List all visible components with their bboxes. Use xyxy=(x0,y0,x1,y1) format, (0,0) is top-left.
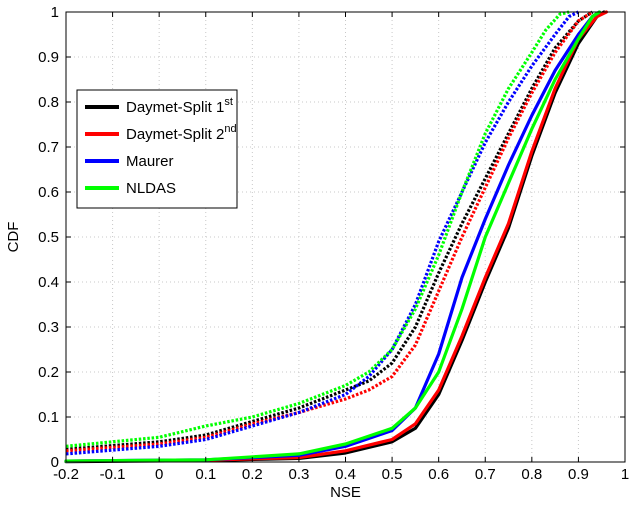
legend: Daymet-Split 1st Daymet-Split 2nd Maurer NL… xyxy=(76,89,238,209)
y-axis-label: CDF xyxy=(5,222,22,253)
x-tick-label: 0.4 xyxy=(335,466,356,483)
series-line-dotted-4 xyxy=(65,10,594,451)
dotted-series-group xyxy=(65,10,594,456)
legend-entry-superscript: st xyxy=(224,96,233,108)
y-tick-label: 1 xyxy=(51,4,59,21)
x-tick-label: 0.1 xyxy=(195,466,216,483)
x-tick-label: 0.6 xyxy=(428,466,449,483)
x-tick-label: 0.5 xyxy=(382,466,403,483)
y-tick-label: 0.8 xyxy=(38,94,59,111)
series-line-solid-3 xyxy=(64,10,602,463)
y-tick-label: 0.1 xyxy=(38,409,59,426)
series-line-dotted-7 xyxy=(65,10,570,448)
grid xyxy=(66,12,625,462)
x-tick-label: 0.8 xyxy=(521,466,542,483)
x-tick-label: 0.3 xyxy=(288,466,309,483)
x-tick-label: -0.1 xyxy=(100,466,126,483)
x-tick-label: 0.2 xyxy=(242,466,263,483)
y-tick-label: 0 xyxy=(51,454,59,471)
y-tick-label: 0.3 xyxy=(38,319,59,336)
y-tick-label: 0.4 xyxy=(38,274,59,291)
y-tick-label: 0.6 xyxy=(38,184,59,201)
axis-ticks xyxy=(65,11,626,463)
x-tick-label: 1 xyxy=(621,466,629,483)
y-tick-label: 0.9 xyxy=(38,49,59,66)
series-line-dotted-6 xyxy=(65,10,580,456)
y-tick-labels: 0 0.1 0.2 0.3 0.4 0.5 0.6 0.7 0.8 0.9 1 xyxy=(38,4,59,471)
y-tick-label: 0.7 xyxy=(38,139,59,156)
x-tick-label: 0.9 xyxy=(568,466,589,483)
legend-entry-label: Daymet-Split 2nd xyxy=(126,123,237,143)
x-tick-label: 0 xyxy=(155,466,163,483)
y-tick-label: 0.5 xyxy=(38,229,59,246)
legend-entry-superscript: nd xyxy=(224,123,236,135)
legend-entry-label: Daymet-Split 1st xyxy=(126,96,233,116)
x-tick-label: 0.7 xyxy=(475,466,496,483)
series-line-solid-2 xyxy=(64,10,602,463)
legend-entry-label: NLDAS xyxy=(126,180,176,197)
x-axis-label: NSE xyxy=(330,484,361,501)
series-line-dotted-5 xyxy=(65,10,594,453)
y-tick-label: 0.2 xyxy=(38,364,59,381)
legend-entry-label: Maurer xyxy=(126,153,174,170)
x-tick-labels: -0.2 -0.1 0 0.1 0.2 0.3 0.4 0.5 0.6 0.7 0.8 0.9 1 xyxy=(53,466,629,483)
x-tick-label: -0.2 xyxy=(53,466,79,483)
solid-series-group xyxy=(64,10,609,464)
